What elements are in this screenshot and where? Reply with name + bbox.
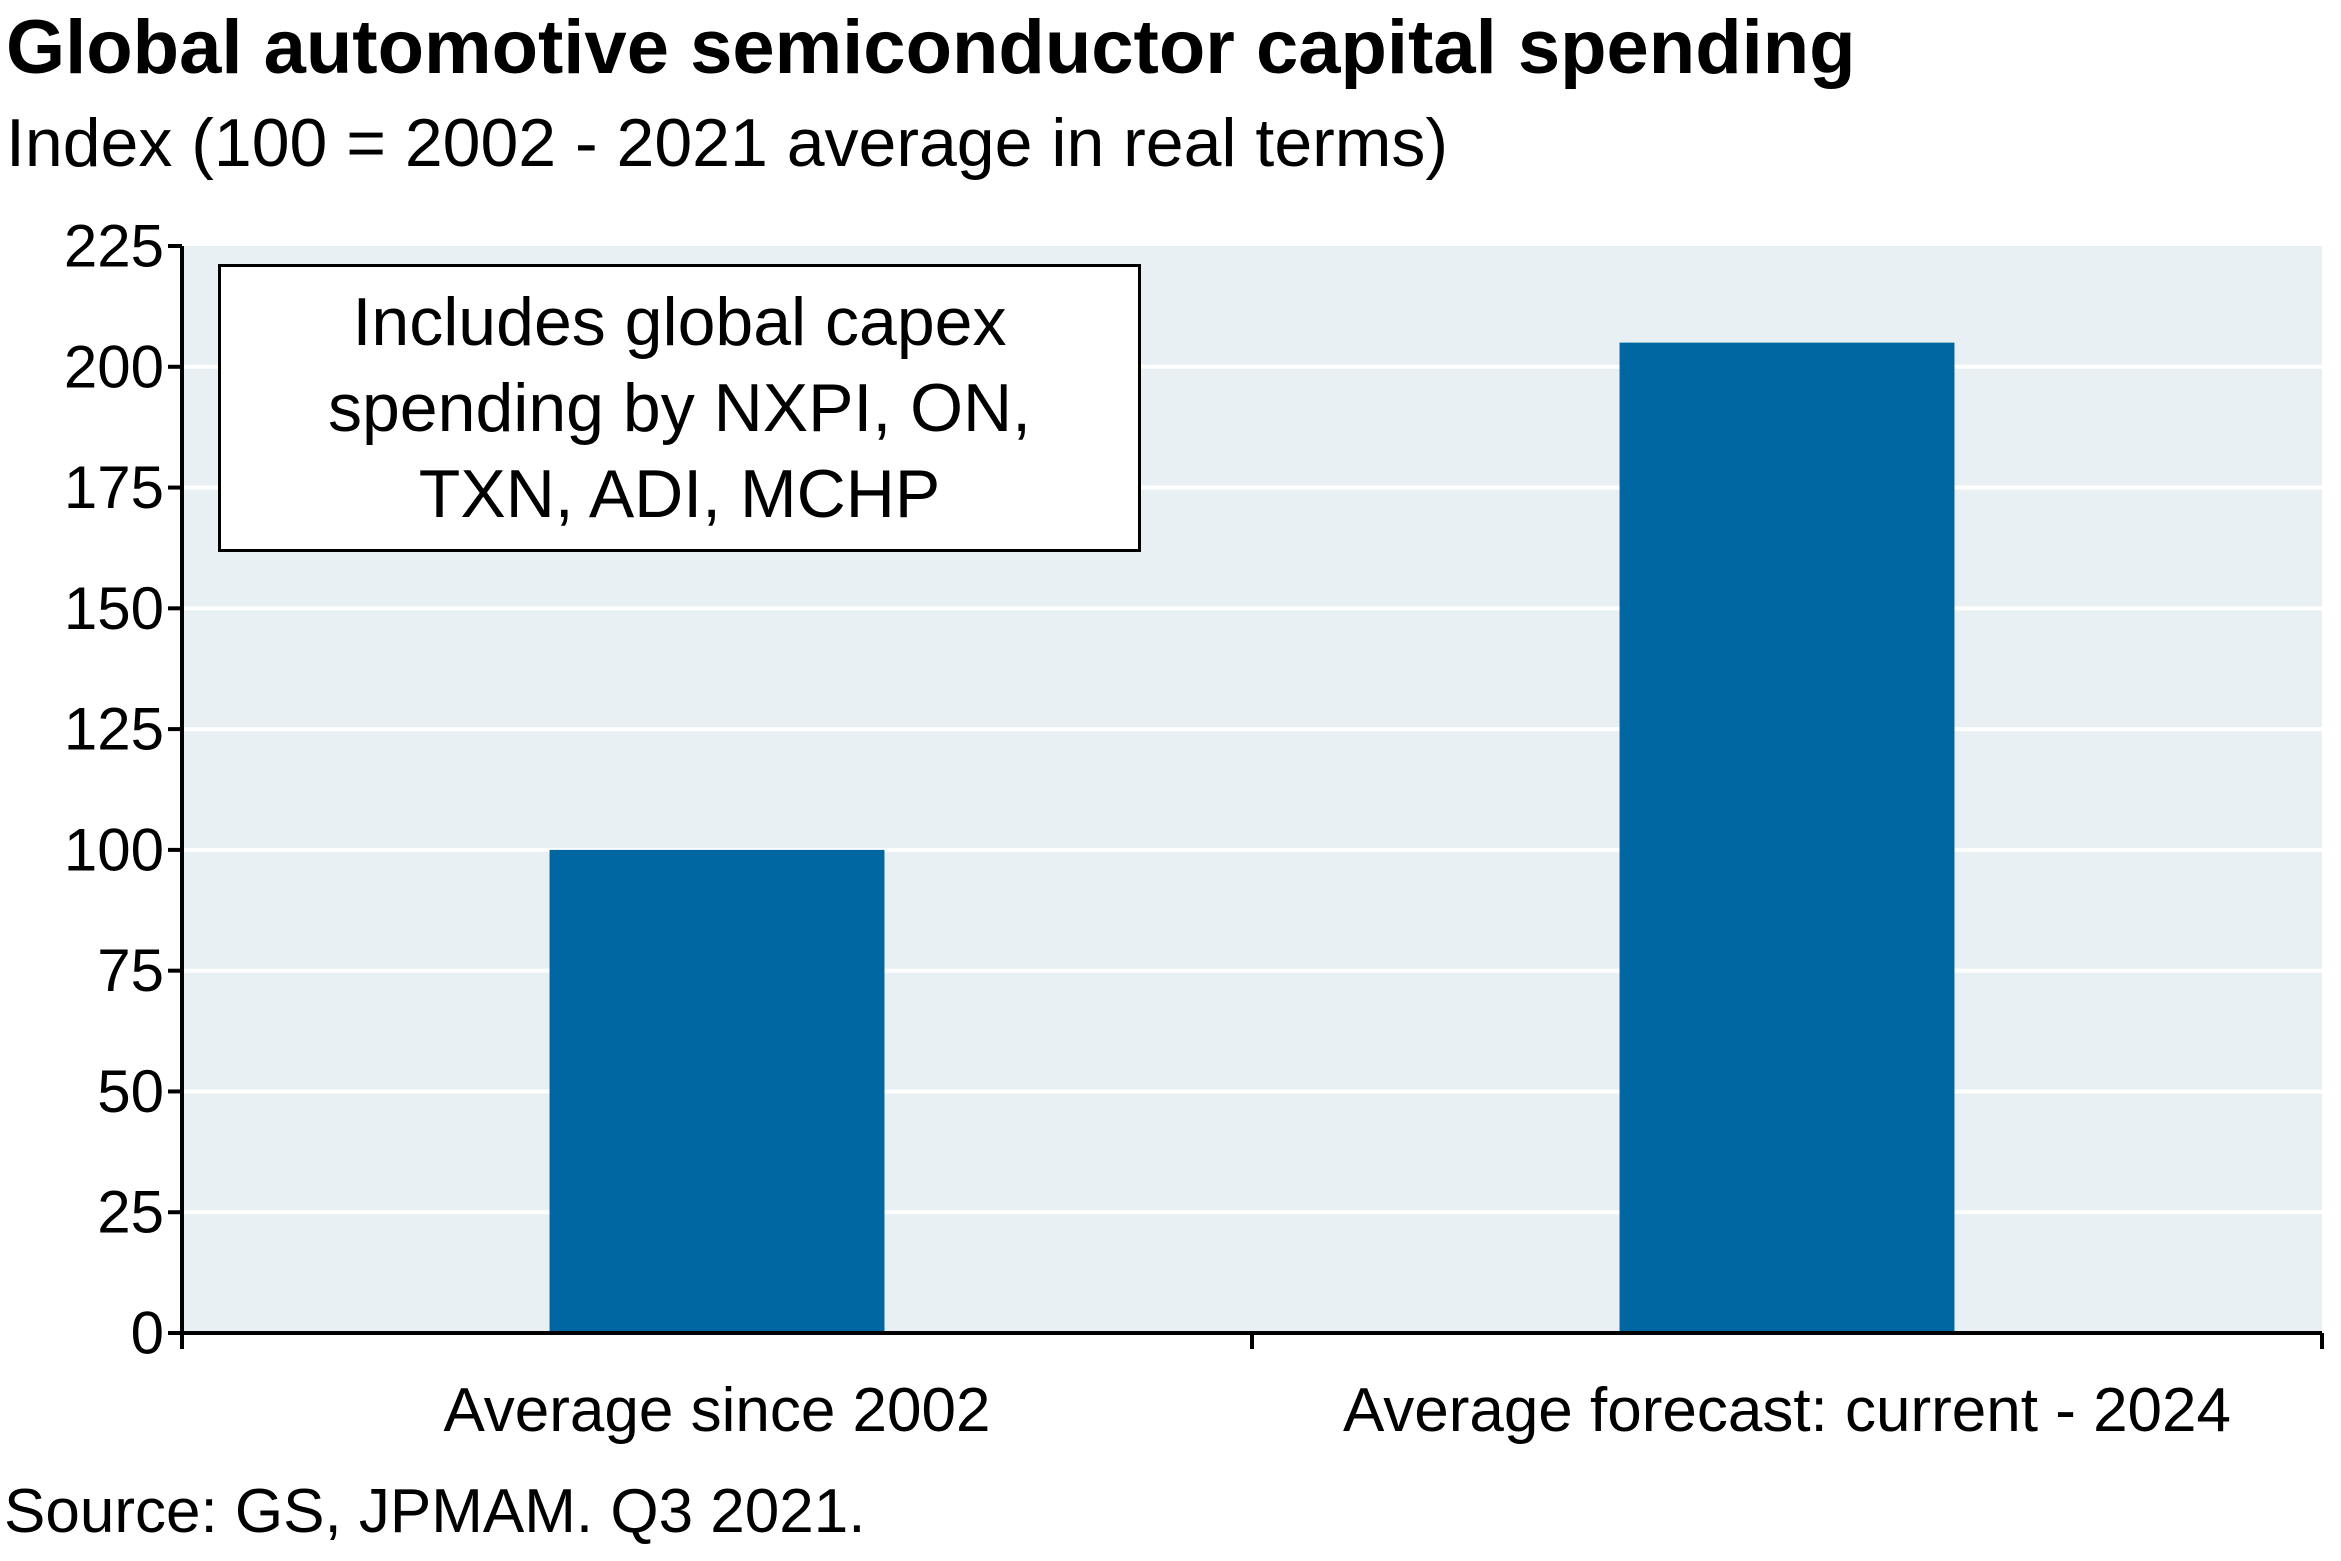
bar <box>1619 342 1955 1334</box>
y-tick-label: 100 <box>64 816 164 883</box>
y-tick-label: 150 <box>64 575 164 642</box>
annotation-box: Includes global capex spending by NXPI, … <box>218 264 1141 552</box>
y-tick-label: 75 <box>97 937 164 1004</box>
y-tick-label: 125 <box>64 696 164 763</box>
y-tick-label: 25 <box>97 1179 164 1246</box>
y-tick-label: 50 <box>97 1058 164 1125</box>
y-tick-label: 0 <box>131 1300 164 1367</box>
bar <box>549 849 885 1333</box>
x-category-label: Average since 2002 <box>444 1376 991 1445</box>
y-tick-label: 225 <box>64 213 164 280</box>
y-tick-label: 200 <box>64 333 164 400</box>
annotation-line: spending by NXPI, ON, <box>327 370 1031 446</box>
chart-title: Global automotive semiconductor capital … <box>6 5 1856 90</box>
y-tick-label: 175 <box>64 454 164 521</box>
source-note: Source: GS, JPMAM. Q3 2021. <box>4 1477 866 1546</box>
annotation-line: TXN, ADI, MCHP <box>418 456 941 532</box>
annotation-text: Includes global capex spending by NXPI, … <box>328 279 1031 537</box>
annotation-line: Includes global capex <box>352 284 1007 360</box>
chart-subtitle: Index (100 = 2002 - 2021 average in real… <box>6 105 1449 181</box>
x-category-label: Average forecast: current - 2024 <box>1343 1376 2231 1445</box>
